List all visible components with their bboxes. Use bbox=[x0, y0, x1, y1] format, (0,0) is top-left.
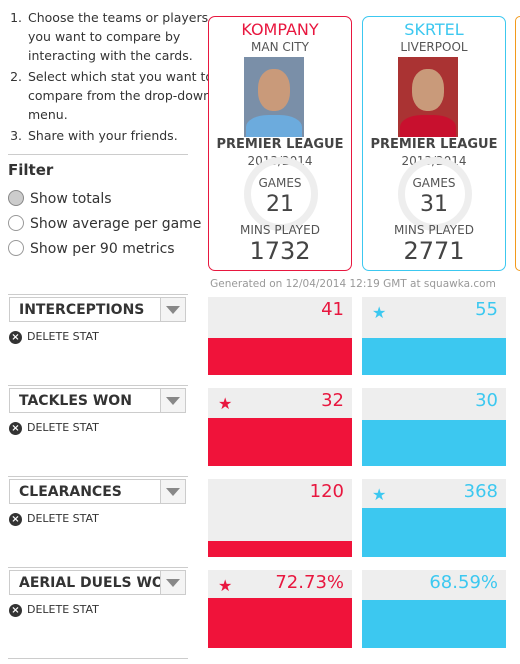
stat-name: CLEARANCES bbox=[19, 484, 122, 500]
avatar-shirt bbox=[246, 115, 302, 137]
stat-value: 41 bbox=[321, 299, 344, 320]
delete-icon: × bbox=[9, 513, 22, 526]
stat-bar bbox=[362, 420, 506, 466]
avatar-shirt bbox=[400, 115, 456, 137]
dropdown-arrow bbox=[160, 389, 185, 412]
separator bbox=[8, 294, 188, 295]
option-label: Show average per game bbox=[30, 216, 202, 232]
star: ★ bbox=[372, 485, 387, 504]
stat-bar bbox=[362, 600, 506, 648]
ring bbox=[398, 157, 472, 231]
option-label: Show per 90 metrics bbox=[30, 241, 175, 257]
filter-option[interactable]: Show average per game bbox=[8, 215, 201, 232]
delete-label: DELETE STAT bbox=[27, 330, 99, 343]
dropdown-arrow bbox=[160, 571, 185, 594]
star: ★ bbox=[218, 394, 233, 413]
stat-value: 72.73% bbox=[275, 572, 344, 593]
club: LIVERPOOL bbox=[400, 40, 468, 54]
league: PREMIER LEAGUE bbox=[216, 137, 344, 152]
separator bbox=[8, 567, 188, 568]
separator bbox=[8, 476, 188, 477]
delete-label: DELETE STAT bbox=[27, 512, 99, 525]
separator bbox=[8, 658, 188, 659]
player-card[interactable]: SKRTEL LIVERPOOL PREMIER LEAGUE 2013/2014 GA… bbox=[362, 16, 506, 271]
instruction: Choose the teams or players you want to … bbox=[26, 8, 216, 65]
stat-panel: 41 bbox=[208, 297, 352, 375]
dropdown-arrow bbox=[160, 480, 185, 503]
games-label: GAMES bbox=[258, 176, 302, 190]
stat-bar bbox=[208, 541, 352, 557]
filter-option[interactable]: Show totals bbox=[8, 190, 112, 207]
separator bbox=[8, 385, 188, 386]
ring bbox=[244, 157, 318, 231]
stat-dropdown[interactable]: TACKLES WON bbox=[9, 388, 186, 413]
delete-stat[interactable]: × DELETE STAT bbox=[9, 603, 99, 617]
star: ★ bbox=[372, 303, 387, 322]
avatar bbox=[398, 57, 458, 137]
delete-stat[interactable]: × DELETE STAT bbox=[9, 421, 99, 435]
delete-label: DELETE STAT bbox=[27, 603, 99, 616]
stat-value: 368 bbox=[463, 481, 498, 502]
stat-value: 68.59% bbox=[429, 572, 498, 593]
stat-name: INTERCEPTIONS bbox=[19, 302, 145, 318]
filter-title: Filter bbox=[8, 161, 54, 179]
filter-option[interactable]: Show per 90 metrics bbox=[8, 240, 175, 257]
separator bbox=[8, 154, 188, 155]
stat-panel: 72.73% ★ bbox=[208, 570, 352, 648]
player-card[interactable]: KOMPANY MAN CITY PREMIER LEAGUE 2013/2014 GA… bbox=[208, 16, 352, 271]
stat-bar bbox=[362, 508, 506, 557]
player-name: KOMPANY bbox=[241, 20, 319, 39]
generated-note: Generated on 12/04/2014 12:19 GMT at squ… bbox=[210, 278, 496, 290]
stat-bar bbox=[208, 598, 352, 648]
delete-stat[interactable]: × DELETE STAT bbox=[9, 330, 99, 344]
league: PREMIER LEAGUE bbox=[370, 137, 498, 152]
games: 21 bbox=[266, 192, 294, 217]
card-edge[interactable] bbox=[515, 16, 520, 271]
stat-dropdown[interactable]: INTERCEPTIONS bbox=[9, 297, 186, 322]
stat-name: AERIAL DUELS WO bbox=[19, 575, 164, 591]
stat-value: 32 bbox=[321, 390, 344, 411]
delete-icon: × bbox=[9, 331, 22, 344]
mins: 1732 bbox=[249, 237, 311, 265]
stat-value: 55 bbox=[475, 299, 498, 320]
delete-icon: × bbox=[9, 422, 22, 435]
delete-stat[interactable]: × DELETE STAT bbox=[9, 512, 99, 526]
avatar-face bbox=[412, 69, 444, 111]
stat-dropdown[interactable]: CLEARANCES bbox=[9, 479, 186, 504]
games-label: GAMES bbox=[412, 176, 456, 190]
instructions: Choose the teams or players you want to … bbox=[8, 8, 216, 147]
club: MAN CITY bbox=[251, 40, 309, 54]
player-name: SKRTEL bbox=[404, 20, 464, 39]
mins-label: MINS PLAYED bbox=[240, 223, 320, 237]
dropdown-arrow bbox=[160, 298, 185, 321]
option-label: Show totals bbox=[30, 191, 112, 207]
stat-bar bbox=[208, 418, 352, 466]
stat-dropdown[interactable]: AERIAL DUELS WO bbox=[9, 570, 186, 595]
avatar bbox=[244, 57, 304, 137]
stat-panel: 68.59% bbox=[362, 570, 506, 648]
avatar-face bbox=[258, 69, 290, 111]
stat-value: 120 bbox=[309, 481, 344, 502]
stat-bar bbox=[362, 338, 506, 375]
mins: 2771 bbox=[403, 237, 465, 265]
instruction: Select which stat you want to compare fr… bbox=[26, 67, 216, 124]
games: 31 bbox=[420, 192, 448, 217]
mins-label: MINS PLAYED bbox=[394, 223, 474, 237]
star: ★ bbox=[218, 576, 233, 595]
stat-panel: 120 bbox=[208, 479, 352, 557]
stat-panel: 55 ★ bbox=[362, 297, 506, 375]
stat-bar bbox=[208, 338, 352, 375]
stat-panel: 32 ★ bbox=[208, 388, 352, 466]
delete-icon: × bbox=[9, 604, 22, 617]
delete-label: DELETE STAT bbox=[27, 421, 99, 434]
stat-panel: 30 bbox=[362, 388, 506, 466]
stat-name: TACKLES WON bbox=[19, 393, 132, 409]
stat-value: 30 bbox=[475, 390, 498, 411]
stat-panel: 368 ★ bbox=[362, 479, 506, 557]
instruction: Share with your friends. bbox=[26, 126, 216, 145]
